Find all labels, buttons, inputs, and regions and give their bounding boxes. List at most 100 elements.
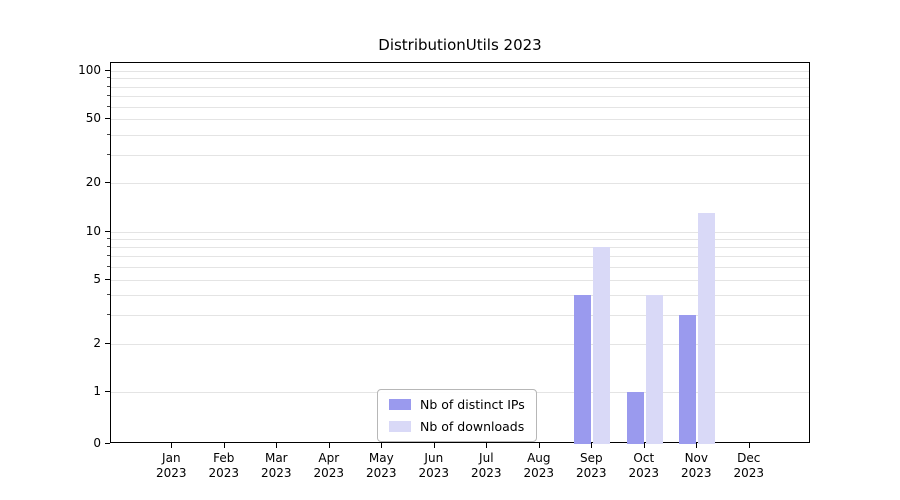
x-tick-mark-apr	[328, 443, 330, 448]
x-tick-label-dec: Dec 2023	[717, 451, 781, 481]
x-tick-month: Dec	[737, 451, 761, 465]
gridline-100	[111, 71, 809, 72]
y-minor-tick-mark-90	[107, 77, 110, 79]
legend-swatch-downloads	[389, 421, 411, 432]
x-tick-month: Nov	[684, 451, 708, 465]
x-tick-label-oct: Oct 2023	[612, 451, 676, 481]
x-tick-year: 2023	[471, 466, 502, 480]
gridline-10	[111, 231, 809, 233]
gridline-90	[111, 78, 809, 80]
x-tick-label-apr: Apr 2023	[297, 451, 361, 481]
x-tick-mark-may	[381, 443, 383, 448]
gridline-9	[111, 238, 809, 240]
y-tick-label-2: 2	[93, 335, 101, 350]
x-tick-label-aug: Aug 2023	[507, 451, 571, 481]
x-tick-mark-dec	[748, 443, 750, 448]
x-tick-year: 2023	[156, 466, 187, 480]
x-tick-mark-jul	[486, 443, 488, 448]
legend-item-distinct-ips: Nb of distinct IPs	[389, 397, 525, 412]
x-tick-year: 2023	[366, 466, 397, 480]
y-tick-mark-0	[105, 443, 110, 444]
x-tick-year: 2023	[313, 466, 345, 480]
gridline-8	[111, 247, 809, 249]
bar-nb-of-distinct-ips-nov	[679, 315, 697, 444]
y-tick-label-50: 50	[85, 111, 101, 126]
gridline-50	[111, 119, 809, 121]
gridline-20	[111, 183, 809, 185]
y-tick-label-0: 0	[93, 436, 101, 450]
gridline-5	[111, 279, 809, 281]
y-minor-tick-mark-9	[107, 237, 110, 239]
bars-layer	[111, 63, 809, 444]
x-tick-month: Sep	[579, 451, 603, 465]
y-tick-mark-100	[105, 70, 110, 71]
y-minor-tick-mark-3	[107, 314, 110, 316]
legend-label-downloads: Nb of downloads	[420, 419, 525, 434]
x-tick-year: 2023	[628, 466, 660, 480]
gridline-70	[111, 95, 809, 97]
bar-nb-of-downloads-sep	[593, 247, 611, 444]
x-tick-month: Feb	[213, 451, 235, 465]
x-tick-month: Oct	[633, 451, 655, 465]
legend-label-distinct-ips: Nb of distinct IPs	[420, 397, 525, 412]
x-tick-label-jun: Jun 2023	[402, 451, 466, 481]
x-tick-mark-jan	[171, 443, 173, 448]
bar-nb-of-downloads-nov	[698, 213, 716, 444]
bar-nb-of-distinct-ips-sep	[574, 295, 592, 444]
x-tick-mark-feb	[223, 443, 225, 448]
x-tick-year: 2023	[418, 466, 450, 480]
gridline-2	[111, 343, 809, 345]
x-tick-year: 2023	[733, 466, 765, 480]
y-minor-tick-mark-30	[107, 153, 110, 155]
x-tick-label-may: May 2023	[349, 451, 413, 481]
gridline-30	[111, 154, 809, 156]
bar-nb-of-distinct-ips-oct	[626, 392, 644, 444]
y-tick-label-5: 5	[93, 271, 101, 286]
y-tick-label-10: 10	[85, 223, 101, 238]
x-tick-month: Jul	[479, 451, 494, 465]
plot-area: Nb of distinct IPs Nb of downloads	[110, 62, 810, 444]
y-tick-label-1: 1	[93, 384, 101, 398]
gridlines-layer	[111, 63, 809, 442]
y-tick-mark-10	[105, 230, 110, 232]
x-tick-year: 2023	[523, 466, 555, 480]
gridline-80	[111, 86, 809, 88]
x-tick-label-jul: Jul 2023	[454, 451, 518, 481]
legend-swatch-distinct-ips	[389, 399, 411, 410]
y-tick-label-100: 100	[78, 63, 101, 77]
y-minor-tick-mark-40	[107, 133, 110, 135]
y-minor-tick-mark-70	[107, 94, 110, 96]
x-tick-mark-oct	[643, 443, 645, 448]
x-tick-label-jan: Jan 2023	[139, 451, 203, 481]
legend-item-downloads: Nb of downloads	[389, 419, 525, 434]
x-tick-month: May	[368, 451, 394, 465]
y-tick-mark-5	[105, 278, 110, 280]
x-tick-label-feb: Feb 2023	[192, 451, 256, 481]
gridline-40	[111, 134, 809, 136]
x-tick-mark-jun	[433, 443, 435, 448]
y-tick-mark-20	[105, 182, 110, 184]
x-tick-year: 2023	[681, 466, 712, 480]
x-tick-year: 2023	[576, 466, 607, 480]
gridline-7	[111, 256, 809, 258]
x-tick-month: Mar	[264, 451, 288, 465]
x-tick-mark-sep	[591, 443, 593, 448]
x-tick-year: 2023	[261, 466, 292, 480]
x-tick-month: Aug	[527, 451, 551, 465]
y-minor-tick-mark-7	[107, 255, 110, 257]
x-tick-month: Jun	[424, 451, 444, 465]
x-tick-label-mar: Mar 2023	[244, 451, 308, 481]
x-tick-mark-mar	[276, 443, 278, 448]
x-tick-label-sep: Sep 2023	[559, 451, 623, 481]
y-tick-mark-50	[105, 118, 110, 120]
gridline-6	[111, 267, 809, 269]
legend: Nb of distinct IPs Nb of downloads	[377, 389, 537, 442]
x-tick-month: Apr	[318, 451, 340, 465]
bar-nb-of-downloads-oct	[645, 295, 663, 444]
y-tick-mark-1	[105, 391, 110, 392]
y-minor-tick-mark-60	[107, 105, 110, 107]
x-tick-label-nov: Nov 2023	[664, 451, 728, 481]
y-tick-mark-2	[105, 342, 110, 344]
gridline-3	[111, 315, 809, 317]
